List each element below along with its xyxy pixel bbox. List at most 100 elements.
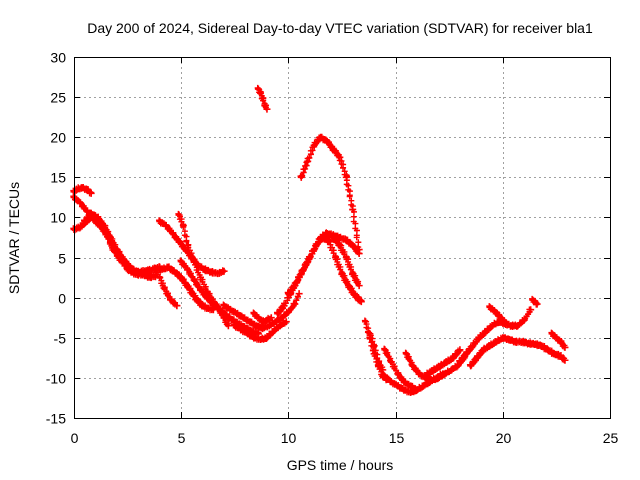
data-point bbox=[231, 322, 239, 330]
data-point bbox=[317, 133, 325, 141]
data-point bbox=[488, 322, 496, 330]
data-point bbox=[492, 338, 500, 346]
data-point bbox=[295, 290, 303, 298]
data-point bbox=[250, 334, 258, 342]
grid-lines bbox=[74, 57, 610, 418]
data-point bbox=[169, 266, 177, 274]
data-point bbox=[351, 291, 359, 299]
y-tick-label: -15 bbox=[46, 411, 66, 427]
data-point bbox=[76, 199, 84, 207]
data-point bbox=[402, 350, 410, 358]
data-point bbox=[387, 378, 395, 386]
data-point bbox=[518, 338, 526, 346]
data-point bbox=[419, 382, 427, 390]
data-point bbox=[184, 242, 192, 250]
y-tick-label: 25 bbox=[50, 90, 66, 106]
data-point bbox=[520, 316, 528, 324]
data-point bbox=[480, 346, 488, 354]
data-point bbox=[428, 376, 436, 384]
data-point bbox=[557, 352, 565, 360]
data-point bbox=[561, 343, 569, 351]
data-point bbox=[456, 346, 464, 354]
series-arc-26 bbox=[466, 334, 569, 370]
data-point bbox=[531, 340, 539, 348]
data-point bbox=[76, 223, 84, 231]
data-point bbox=[561, 356, 569, 364]
data-point bbox=[499, 334, 507, 342]
data-point bbox=[239, 314, 247, 322]
data-point bbox=[254, 85, 262, 93]
x-tick-label: 10 bbox=[281, 430, 297, 446]
chart-title: Day 200 of 2024, Sidereal Day-to-day VTE… bbox=[87, 20, 593, 36]
data-point bbox=[336, 153, 344, 161]
y-tick-label: 0 bbox=[58, 291, 66, 307]
data-point bbox=[74, 185, 82, 193]
x-tick-label: 25 bbox=[603, 430, 619, 446]
data-point bbox=[263, 105, 271, 113]
data-point bbox=[317, 234, 325, 241]
data-point bbox=[173, 302, 181, 310]
data-point bbox=[184, 266, 192, 274]
data-point bbox=[387, 358, 395, 366]
data-point bbox=[381, 346, 389, 354]
data-point bbox=[87, 189, 95, 197]
data-point bbox=[550, 350, 558, 358]
data-point bbox=[257, 89, 265, 97]
data-point bbox=[490, 307, 498, 315]
data-point bbox=[222, 311, 230, 319]
data-point bbox=[441, 370, 449, 378]
data-point bbox=[355, 282, 363, 290]
data-point bbox=[456, 358, 464, 366]
data-point bbox=[124, 266, 132, 274]
data-point bbox=[276, 322, 284, 330]
data-point bbox=[323, 229, 331, 237]
data-point bbox=[190, 258, 198, 266]
data-point bbox=[291, 300, 299, 308]
data-point bbox=[503, 321, 511, 329]
y-tick-label: 30 bbox=[50, 50, 66, 66]
data-point bbox=[162, 221, 170, 229]
series-arc-8 bbox=[156, 217, 228, 278]
data-point bbox=[437, 362, 445, 370]
data-point bbox=[209, 300, 217, 308]
data-point bbox=[106, 234, 114, 241]
data-point bbox=[250, 310, 258, 318]
y-tick-label: 5 bbox=[58, 251, 66, 267]
data-point bbox=[486, 342, 494, 350]
data-point bbox=[370, 342, 378, 350]
data-point bbox=[259, 95, 267, 103]
data-point bbox=[177, 258, 185, 266]
y-tick-label: -10 bbox=[46, 371, 66, 387]
y-tick-label: 15 bbox=[50, 170, 66, 186]
data-point bbox=[527, 306, 535, 314]
data-point bbox=[409, 362, 417, 370]
data-point bbox=[216, 306, 224, 314]
data-point bbox=[229, 316, 237, 324]
data-point bbox=[544, 346, 552, 354]
data-point bbox=[415, 370, 423, 378]
data-point bbox=[449, 354, 457, 362]
x-tick-label: 15 bbox=[389, 430, 405, 446]
data-point bbox=[338, 270, 346, 278]
data-point bbox=[175, 211, 183, 219]
data-point bbox=[394, 382, 402, 390]
data-point bbox=[87, 209, 95, 217]
data-point bbox=[220, 302, 228, 310]
data-point bbox=[227, 306, 235, 314]
data-point bbox=[280, 302, 288, 310]
series-arc-18 bbox=[297, 133, 363, 254]
data-point bbox=[261, 101, 269, 109]
data-point bbox=[355, 246, 363, 254]
data-point bbox=[291, 282, 299, 290]
data-point bbox=[557, 338, 565, 346]
data-point bbox=[342, 173, 350, 181]
data-point bbox=[224, 322, 232, 330]
data-point bbox=[310, 141, 318, 149]
x-tick-label: 5 bbox=[178, 430, 186, 446]
data-point bbox=[507, 322, 515, 330]
data-point bbox=[113, 246, 121, 254]
data-point bbox=[430, 366, 438, 374]
data-point bbox=[257, 335, 265, 343]
data-point bbox=[278, 314, 286, 322]
data-point bbox=[156, 274, 164, 282]
